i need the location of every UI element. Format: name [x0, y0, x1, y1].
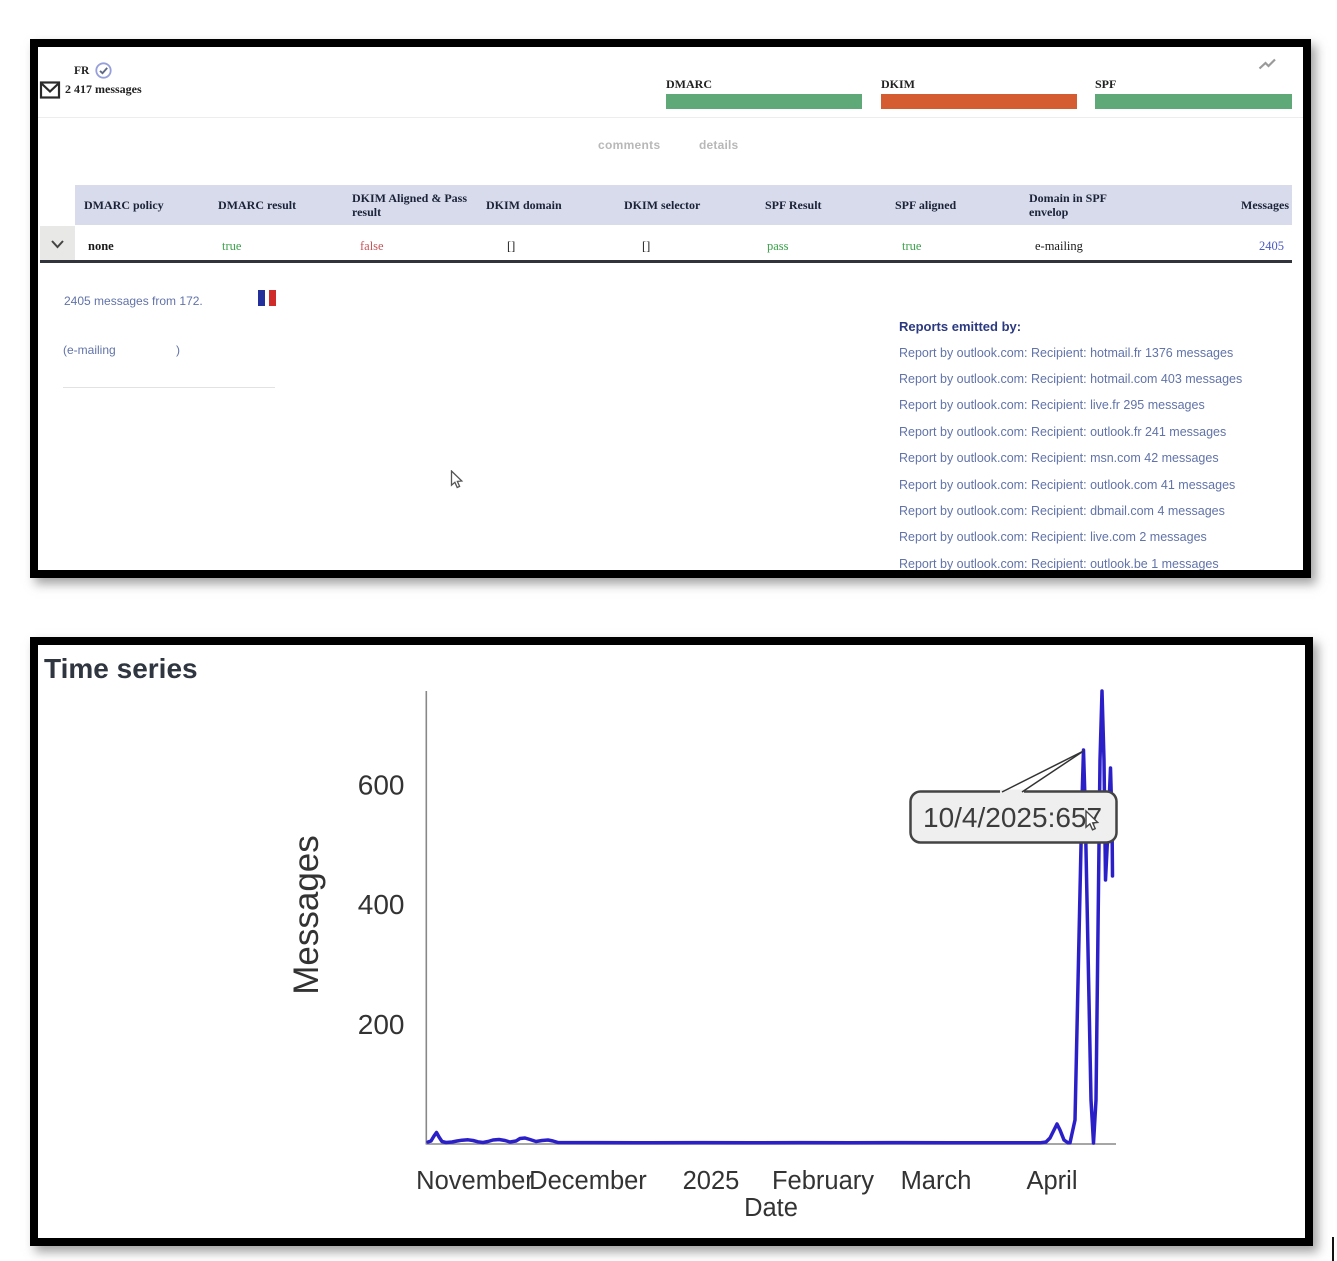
- svg-text:March: March: [901, 1167, 972, 1195]
- svg-text:April: April: [1026, 1167, 1077, 1195]
- svg-text:10/4/2025:657: 10/4/2025:657: [923, 802, 1102, 833]
- svg-text:Messages: Messages: [287, 835, 326, 995]
- svg-text:400: 400: [358, 889, 405, 920]
- svg-text:200: 200: [358, 1009, 405, 1040]
- svg-text:Time series: Time series: [44, 653, 198, 684]
- svg-text:Date: Date: [744, 1194, 798, 1222]
- svg-text:600: 600: [358, 770, 405, 801]
- svg-text:February: February: [772, 1167, 874, 1195]
- svg-text:December: December: [529, 1167, 647, 1195]
- svg-text:November: November: [416, 1167, 534, 1195]
- svg-text:2025: 2025: [683, 1167, 740, 1195]
